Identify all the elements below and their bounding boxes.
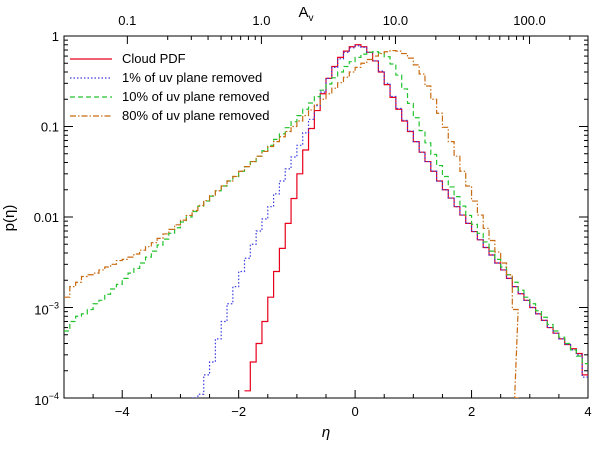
x-tick-label: 4 <box>584 404 591 419</box>
legend: Cloud PDF 1% of uv plane removed 10% of uv… <box>70 51 269 123</box>
top-tick-label: 1.0 <box>252 13 270 28</box>
y-tick-label: 10−3 <box>34 301 59 318</box>
top-tick-label: 10.0 <box>383 13 408 28</box>
data-series <box>64 44 588 398</box>
top-tick-label: 0.1 <box>118 13 136 28</box>
legend-label: 1% of uv plane removed <box>122 70 262 85</box>
y-tick-label: 10−4 <box>34 391 59 408</box>
x-tick-label: 0 <box>351 404 358 419</box>
y-tick-label: 1 <box>52 29 59 44</box>
y-tick-label: 0.01 <box>34 210 59 225</box>
y-tick-label: 0.1 <box>41 120 59 135</box>
legend-label: 10% of uv plane removed <box>122 89 269 104</box>
x-tick-label: 2 <box>468 404 475 419</box>
axis-ticks: −4 −2 0 2 4 1 0.1 0.01 10−3 10−4 0.1 1.0 10.0 100.0 <box>34 13 592 419</box>
series-line-4 <box>64 49 521 398</box>
legend-label: Cloud PDF <box>122 51 186 66</box>
y-axis-label: p(η) <box>1 205 18 232</box>
series-line-1 <box>244 44 588 392</box>
top-axis-label: Av <box>298 4 313 24</box>
x-axis-label: η <box>322 424 330 441</box>
x-tick-label: −2 <box>231 404 246 419</box>
legend-label: 80% of uv plane removed <box>122 108 269 123</box>
x-tick-label: −4 <box>115 404 130 419</box>
series-line-3 <box>64 51 588 365</box>
top-tick-label: 100.0 <box>513 13 546 28</box>
